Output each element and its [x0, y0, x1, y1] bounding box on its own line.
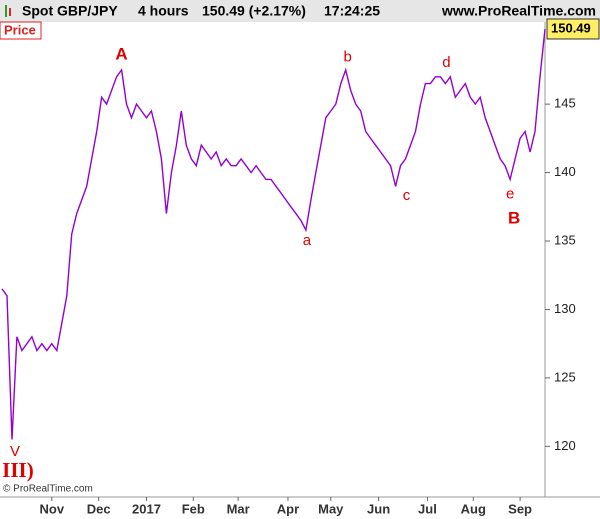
- y-tick-label: 145: [554, 96, 576, 111]
- y-tick-label: 125: [554, 369, 576, 384]
- annotation: b: [344, 49, 352, 66]
- timeframe: 4 hours: [138, 3, 189, 19]
- last-value-box: [546, 18, 600, 40]
- annotation: A: [115, 44, 127, 63]
- x-tick-label: Nov: [40, 501, 65, 516]
- copyright: © ProRealTime.com: [3, 484, 93, 495]
- x-tick-label: May: [318, 501, 344, 516]
- x-tick-label: Jun: [367, 501, 390, 516]
- panel-label-box: [0, 21, 42, 40]
- last-value-label: 150.49: [551, 20, 591, 35]
- x-tick-label: 2017: [132, 501, 161, 516]
- y-tick-label: 120: [554, 438, 576, 453]
- annotation: d: [442, 54, 450, 71]
- header-bar: [0, 0, 600, 22]
- x-tick-label: Feb: [182, 501, 205, 516]
- x-tick-label: Jul: [418, 501, 437, 516]
- x-tick-label: Aug: [461, 501, 486, 516]
- annotation: e: [506, 185, 514, 202]
- x-tick-label: Dec: [87, 501, 111, 516]
- symbol: Spot GBP/JPY: [22, 3, 118, 19]
- annotation: a: [303, 232, 312, 249]
- price-line: [1, 28, 546, 440]
- annotation: III): [2, 458, 34, 482]
- time: 17:24:25: [324, 3, 380, 19]
- site: www.ProRealTime.com: [441, 3, 596, 19]
- x-tick-label: Mar: [227, 501, 250, 516]
- annotation: V: [10, 443, 20, 460]
- annotation: c: [403, 187, 411, 204]
- quote: 150.49 (+2.17%): [202, 3, 306, 19]
- x-tick-label: Apr: [277, 501, 299, 516]
- y-tick-label: 140: [554, 164, 576, 179]
- x-tick-label: Sep: [508, 501, 532, 516]
- icon: [5, 5, 7, 17]
- panel-label: Price: [4, 22, 36, 37]
- annotation: B: [508, 209, 520, 228]
- y-tick-label: 130: [554, 301, 576, 316]
- y-tick-label: 135: [554, 232, 576, 247]
- icon: [9, 8, 11, 16]
